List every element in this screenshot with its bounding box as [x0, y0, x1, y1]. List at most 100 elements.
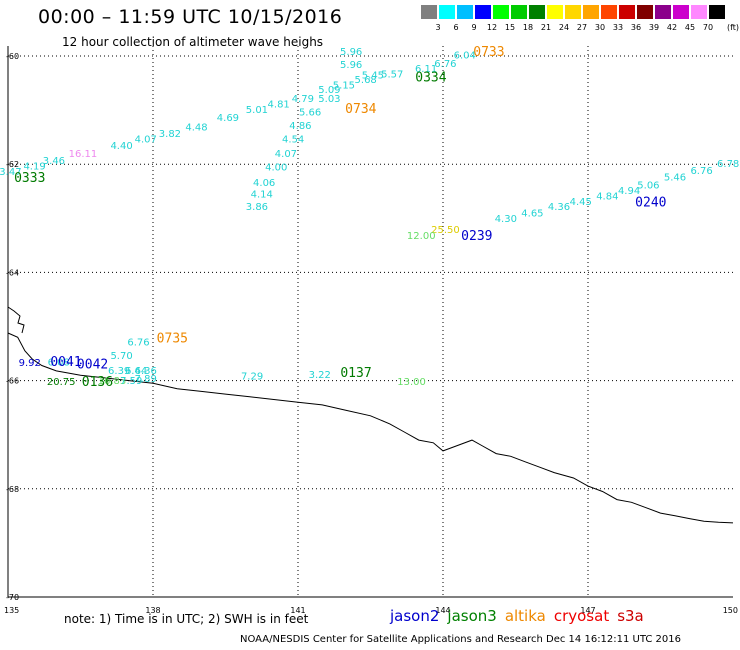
- wave-height-value: 3.86: [246, 202, 268, 213]
- wave-height-value: 5.46: [664, 172, 686, 183]
- wave-height-value: 4.00: [265, 163, 287, 174]
- coastline: [7, 332, 734, 524]
- wave-height-value: 13.00: [397, 377, 426, 388]
- wave-height-value: 5.96: [340, 47, 362, 58]
- wave-height-value: 3.46: [43, 156, 65, 167]
- wave-height-value: 6.36: [135, 366, 157, 377]
- credit-line: NOAA/NESDIS Center for Satellite Applica…: [240, 634, 682, 645]
- wave-height-value: 12.00: [407, 231, 436, 242]
- pass-time-label: 0334: [415, 70, 446, 85]
- pass-time-label: 0041: [50, 355, 81, 370]
- legend-swatch: [583, 5, 599, 19]
- wave-height-value: 6.76: [127, 337, 149, 348]
- wave-height-value: 16.11: [69, 149, 98, 160]
- lat-tick-label: -62: [6, 160, 19, 169]
- wave-height-value: 4.30: [495, 214, 517, 225]
- legend-swatch: [421, 5, 437, 19]
- wave-height-value: 4.36: [548, 202, 570, 213]
- legend-swatch: [655, 5, 671, 19]
- wave-height-value: 6.76: [434, 59, 456, 70]
- legend-label: 33: [612, 23, 624, 32]
- satellite-key: jason2 jason3 altika cryosat s3a: [390, 607, 652, 625]
- pass-time-label: 0735: [157, 332, 188, 347]
- satellite-name: jason3: [447, 607, 497, 625]
- legend-swatch: [709, 5, 725, 19]
- legend-swatch: [619, 5, 635, 19]
- graticule: [8, 46, 733, 597]
- wave-height-value: 4.84: [596, 191, 618, 202]
- legend-label: 21: [540, 23, 552, 32]
- legend-label: 70: [702, 23, 714, 32]
- wave-height-value: 5.45: [362, 71, 384, 82]
- wave-height-value: 7.59: [120, 376, 142, 387]
- wave-height-value: 4.40: [110, 141, 132, 152]
- legend-label: 30: [594, 23, 606, 32]
- axis-ticks: -60 -62 -64 -66 -68 -70 135 138 141 144 147 150: [4, 52, 738, 615]
- wave-height-value: 7.89: [135, 374, 157, 385]
- wave-height-value: 5.70: [110, 351, 132, 362]
- wave-height-value: 4.86: [289, 121, 311, 132]
- wave-height-value: 6.11: [415, 64, 437, 75]
- lat-tick-label: -64: [6, 268, 19, 277]
- satellite-name: s3a: [617, 607, 644, 625]
- wave-height-value: 5.03: [318, 94, 340, 105]
- pass-time-label: 0042: [77, 358, 108, 373]
- lat-tick-label: -68: [6, 485, 19, 494]
- wave-height-value: 4.81: [268, 99, 290, 110]
- legend-swatch: [637, 5, 653, 19]
- lon-tick-label: 147: [580, 606, 595, 615]
- lat-tick-label: -66: [6, 377, 19, 386]
- wave-height-value: 4.07: [275, 149, 297, 160]
- lon-tick-label: 138: [145, 606, 160, 615]
- wave-height-value: 4.94: [618, 186, 640, 197]
- wave-height-value: 5.09: [318, 85, 340, 96]
- satellite-name: altika: [504, 607, 546, 625]
- legend-label: 6: [453, 23, 459, 32]
- wave-height-value: 4.07: [135, 135, 157, 146]
- pass-time-label: 0240: [635, 195, 666, 210]
- wave-height-value: 7.29: [241, 372, 263, 383]
- wave-height-value: 5.57: [381, 70, 403, 81]
- wave-height-value: 4.48: [185, 123, 207, 134]
- wave-height-value: 9.92: [19, 358, 41, 369]
- legend-swatch: [691, 5, 707, 19]
- wave-height-value: 4.45: [570, 197, 592, 208]
- wave-height-value: 4.19: [23, 162, 45, 173]
- legend-label: 42: [666, 23, 678, 32]
- legend-swatch: [511, 5, 527, 19]
- wave-height-value: 4.14: [251, 190, 273, 201]
- wave-height-value: 4.69: [217, 113, 239, 124]
- lon-tick-label: 150: [723, 606, 738, 615]
- wave-height-value: 5.06: [637, 181, 659, 192]
- legend-label: 9: [471, 23, 477, 32]
- map-subtitle: 12 hour collection of altimeter wave hei…: [62, 35, 324, 49]
- legend-unit: (ft): [726, 23, 740, 32]
- legend-swatch: [439, 5, 455, 19]
- satellite-name: jason2: [390, 607, 440, 625]
- wave-height-value: 3.47: [0, 167, 22, 178]
- legend-label: 45: [684, 23, 696, 32]
- lat-tick-label: -70: [6, 593, 19, 602]
- coastline-edge: [7, 306, 25, 334]
- wave-height-value: 5.01: [246, 105, 268, 116]
- legend-label: 18: [522, 23, 534, 32]
- lat-tick-label: -60: [6, 52, 19, 61]
- legend-label: 15: [504, 23, 516, 32]
- satellite-name: cryosat: [553, 607, 610, 625]
- wave-height-value: 5.15: [333, 80, 355, 91]
- wave-height-value: 4.54: [282, 135, 304, 146]
- wave-height-value: 6.76: [690, 166, 712, 177]
- pass-time-label: 0136: [82, 375, 113, 390]
- pass-time-label: 0137: [340, 366, 371, 381]
- map-title: 00:00 – 11:59 UTC 10/15/2016: [38, 6, 343, 28]
- legend-label: 39: [648, 23, 660, 32]
- legend-label: 36: [630, 23, 642, 32]
- wave-height-value: 20.75: [47, 377, 76, 388]
- pass-time-label: 0333: [14, 171, 45, 186]
- footnote: note: 1) Time is in UTC; 2) SWH is in fe…: [64, 612, 309, 626]
- wave-height-value: 25.50: [431, 225, 460, 236]
- wave-height-value: 6.04: [454, 51, 476, 62]
- wave-height-value: 3.82: [159, 129, 181, 140]
